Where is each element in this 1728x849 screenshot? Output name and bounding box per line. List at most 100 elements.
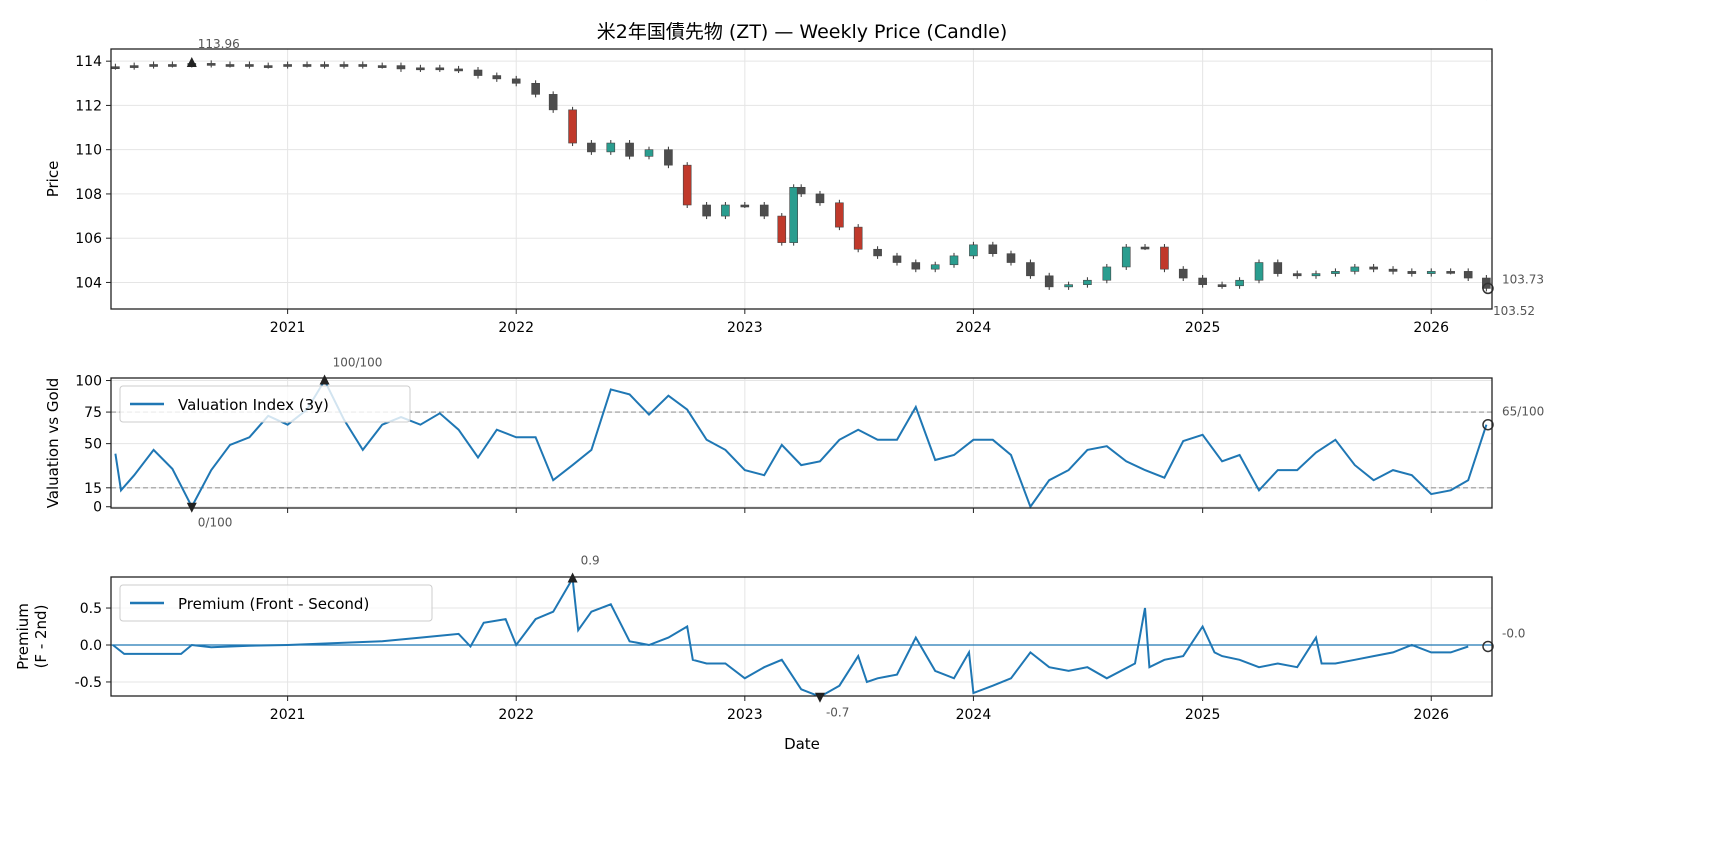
candle xyxy=(988,244,998,254)
candle xyxy=(1369,266,1378,270)
candle xyxy=(1102,266,1112,281)
panel-2: 0 15 50 75 100 Valuation vs Gold 100/100 0/100 6… xyxy=(44,356,1544,530)
candle xyxy=(1388,268,1398,272)
candle xyxy=(283,64,292,67)
axes-frame xyxy=(110,377,1493,509)
chart-title: 米2年国債先物 (ZT) — Weekly Price (Candle) xyxy=(597,21,1007,43)
candle xyxy=(815,193,825,204)
label-bg xyxy=(195,37,242,51)
candle xyxy=(1292,273,1302,277)
y-tick-label: 100 xyxy=(75,374,102,390)
y-tick-label: 108 xyxy=(75,187,102,203)
panel-3: 2021 2022 2023 2024 2025 2026 -0.5 0.0 0.5 Premiu… xyxy=(14,0,1525,723)
y-tick-label: -0.5 xyxy=(75,675,102,691)
axes-frame xyxy=(110,576,1493,697)
x-tick-label: 2021 xyxy=(270,707,306,723)
candle xyxy=(1407,271,1417,274)
candle xyxy=(644,149,654,157)
candle xyxy=(396,65,406,70)
candle xyxy=(1044,275,1054,288)
candle xyxy=(892,255,902,263)
candle xyxy=(1311,273,1321,277)
x-axis-label: Date xyxy=(784,735,820,753)
candle xyxy=(511,78,521,84)
x-tick-label: 2022 xyxy=(498,707,534,723)
candle xyxy=(682,164,692,206)
candle xyxy=(1160,246,1169,270)
candle xyxy=(587,142,596,153)
legend-label: Premium (Front - Second) xyxy=(178,595,369,613)
min-label: -0.7 xyxy=(826,706,849,720)
candle xyxy=(492,75,502,80)
y-tick-label: 106 xyxy=(75,231,102,247)
candle xyxy=(1331,271,1340,274)
candle xyxy=(454,68,463,72)
x-tick-label: 2023 xyxy=(727,707,763,723)
y-axis-label: Premium(F - 2nd) xyxy=(14,603,50,670)
legend-box xyxy=(119,584,433,622)
candle xyxy=(873,248,882,257)
candle xyxy=(548,94,558,111)
last-marker xyxy=(1482,418,1494,431)
y-tick-label: 112 xyxy=(75,98,102,114)
max-marker xyxy=(186,57,197,68)
x-tick-label: 2026 xyxy=(1413,707,1449,723)
y-axis-label-line: Price xyxy=(44,161,62,198)
max-label: 113.96 xyxy=(198,37,240,51)
y-axis-label-line: Valuation vs Gold xyxy=(44,378,62,509)
last-value-label: 103.73 xyxy=(1502,272,1544,286)
legend-box xyxy=(119,385,411,423)
max-label: 100/100 xyxy=(333,356,383,370)
candle xyxy=(930,264,940,270)
candle xyxy=(1121,246,1131,268)
last-value-label: 65/100 xyxy=(1502,405,1544,419)
candle xyxy=(969,244,978,257)
candle xyxy=(759,204,769,217)
y-tick-label: 0.0 xyxy=(80,638,102,654)
x-tick-label: 2021 xyxy=(270,320,306,336)
candle xyxy=(1463,271,1473,279)
candle xyxy=(111,66,120,70)
candle xyxy=(473,69,483,76)
candle xyxy=(606,142,616,153)
candle xyxy=(777,215,787,243)
y-axis-label-line: (F - 2nd) xyxy=(32,605,50,669)
y-tick-label: 110 xyxy=(75,143,102,159)
candle xyxy=(949,255,959,266)
x-tick-label: 2022 xyxy=(498,320,534,336)
candle xyxy=(740,204,750,208)
x-tick-label: 2025 xyxy=(1185,320,1221,336)
candle xyxy=(129,65,139,68)
candle xyxy=(568,109,577,144)
candle xyxy=(358,64,368,67)
max-label: 0.9 xyxy=(581,553,600,567)
candle xyxy=(796,186,806,195)
y-tick-label: 15 xyxy=(84,481,102,497)
candle xyxy=(435,67,445,71)
min-value-label: 103.52 xyxy=(1493,304,1535,318)
candle xyxy=(1350,266,1360,272)
x-tick-label: 2025 xyxy=(1185,707,1221,723)
candle xyxy=(1426,271,1436,274)
candle xyxy=(531,82,540,95)
candle xyxy=(149,64,158,67)
x-tick-label: 2024 xyxy=(956,707,992,723)
candle xyxy=(1254,262,1264,281)
last-marker xyxy=(1482,282,1494,295)
candle xyxy=(206,63,216,66)
legend-label: Valuation Index (3y) xyxy=(178,396,329,414)
candle xyxy=(1026,262,1035,277)
x-tick-label: 2023 xyxy=(727,320,763,336)
last-value-label: -0.0 xyxy=(1502,626,1525,640)
candle xyxy=(1006,253,1016,263)
y-tick-label: 0.5 xyxy=(80,601,102,617)
axes-frame xyxy=(110,48,1493,310)
candle xyxy=(1446,271,1455,274)
candle xyxy=(664,149,673,166)
candle xyxy=(702,204,711,217)
max-marker xyxy=(319,374,330,385)
y-axis-label: Price xyxy=(44,161,62,198)
candle xyxy=(1140,246,1150,250)
